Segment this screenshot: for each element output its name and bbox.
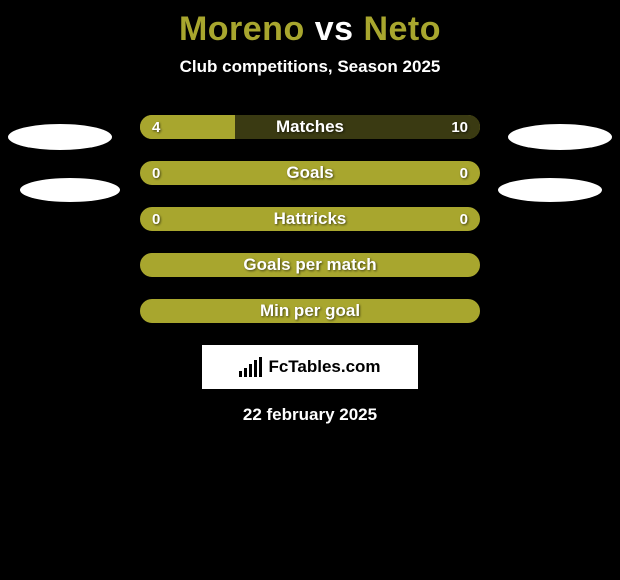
stat-row: Hattricks0 0	[140, 207, 480, 231]
logo-bar	[259, 357, 262, 377]
decorative-ellipse	[8, 124, 112, 150]
stat-value-right: 10	[451, 115, 468, 139]
stat-row: Min per goal	[140, 299, 480, 323]
stat-value-left: 4	[152, 115, 160, 139]
date-text: 22 february 2025	[0, 405, 620, 425]
title: Moreno vs Neto	[0, 0, 620, 49]
subtitle: Club competitions, Season 2025	[0, 57, 620, 77]
stat-label: Goals	[140, 161, 480, 185]
title-player2: Neto	[363, 10, 441, 48]
logo-bar	[244, 368, 247, 377]
stat-value-left: 0	[152, 161, 160, 185]
stat-row: Goals0 0	[140, 161, 480, 185]
decorative-ellipse	[20, 178, 120, 202]
title-player1: Moreno	[179, 10, 305, 48]
stat-row: Goals per match	[140, 253, 480, 277]
stat-label: Hattricks	[140, 207, 480, 231]
title-vs: vs	[315, 10, 354, 48]
stat-value-right: 0	[460, 161, 468, 185]
logo-box: FcTables.com	[202, 345, 418, 389]
stat-value-right: 0	[460, 207, 468, 231]
logo-bar	[239, 371, 242, 377]
stat-row: Matches4 10	[140, 115, 480, 139]
stat-label: Min per goal	[140, 299, 480, 323]
stat-value-left: 0	[152, 207, 160, 231]
stat-label: Matches	[140, 115, 480, 139]
decorative-ellipse	[508, 124, 612, 150]
logo-text: FcTables.com	[268, 357, 380, 377]
logo-bar	[254, 360, 257, 377]
logo-bars-icon	[239, 357, 262, 377]
logo-bar	[249, 364, 252, 377]
decorative-ellipse	[498, 178, 602, 202]
stat-label: Goals per match	[140, 253, 480, 277]
